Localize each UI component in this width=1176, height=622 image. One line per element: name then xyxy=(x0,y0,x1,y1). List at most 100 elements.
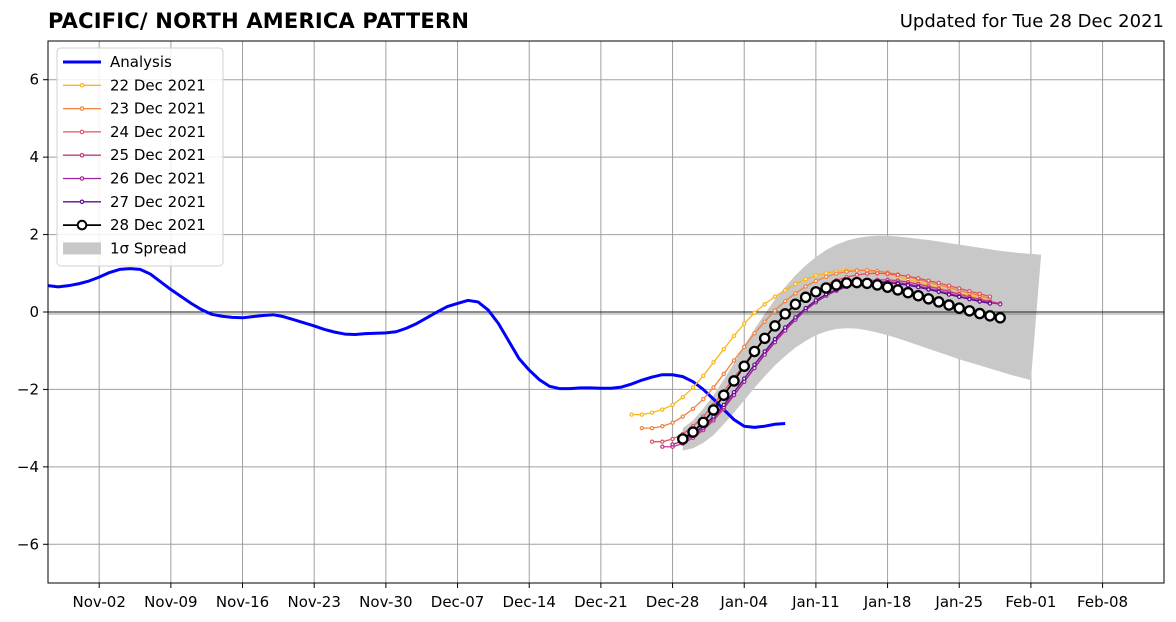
legend-label: 27 Dec 2021 xyxy=(110,193,206,211)
forecast-point xyxy=(649,410,655,415)
legend-handle xyxy=(63,242,101,255)
forecast-point xyxy=(711,385,716,390)
forecast-point xyxy=(782,325,788,330)
forecast-point xyxy=(742,321,747,326)
forecast-point xyxy=(967,288,972,294)
forecast-point xyxy=(912,289,925,302)
y-tick-label: −2 xyxy=(17,380,39,398)
legend-item: 22 Dec 2021 xyxy=(63,76,206,94)
forecast-point xyxy=(742,376,747,381)
forecast-point xyxy=(967,297,972,302)
forecast-point xyxy=(769,320,781,332)
forecast-point xyxy=(803,284,808,289)
x-tick-label: Jan-25 xyxy=(934,593,983,611)
forecast-point xyxy=(851,276,863,289)
legend-label: 1σ Spread xyxy=(110,239,187,257)
legend-label: 25 Dec 2021 xyxy=(110,146,206,164)
forecast-point xyxy=(670,402,675,408)
forecast-point xyxy=(926,278,931,283)
chart-subtitle: Updated for Tue 28 Dec 2021 xyxy=(899,11,1164,32)
legend-item: 25 Dec 2021 xyxy=(63,146,206,164)
x-tick-label: Nov-16 xyxy=(216,593,269,611)
forecast-point xyxy=(957,286,962,291)
forecast-point xyxy=(762,302,767,307)
legend-item: 27 Dec 2021 xyxy=(63,193,206,211)
legend-box xyxy=(56,47,224,267)
forecast-point xyxy=(701,373,706,379)
y-tick-label: −4 xyxy=(17,458,39,476)
legend-marker xyxy=(79,129,85,135)
forecast-point xyxy=(752,310,757,315)
forecast-point xyxy=(997,302,1003,307)
forecast-point xyxy=(905,283,911,288)
forecast-point xyxy=(670,442,675,447)
forecast-point xyxy=(731,333,737,339)
x-tick-label: Dec-21 xyxy=(574,593,628,611)
forecast-point xyxy=(782,298,788,304)
forecast-point xyxy=(660,407,665,412)
forecast-point xyxy=(973,307,986,320)
forecast-point xyxy=(721,402,726,408)
legend-item: Analysis xyxy=(63,53,172,71)
y-tick-label: 0 xyxy=(29,303,39,321)
forecast-point xyxy=(977,291,982,297)
forecast-point xyxy=(984,310,996,322)
forecast-point xyxy=(670,436,675,442)
forecast-point xyxy=(813,298,819,303)
forecast-point xyxy=(738,360,750,372)
forecast-point xyxy=(772,336,778,342)
forecast-point xyxy=(660,439,665,444)
legend-label: 23 Dec 2021 xyxy=(110,100,206,118)
forecast-point xyxy=(752,362,757,367)
x-tick-label: Feb-08 xyxy=(1077,593,1128,611)
forecast-point xyxy=(793,291,798,296)
forecast-point xyxy=(793,315,798,320)
forecast-point xyxy=(916,276,921,281)
forecast-point xyxy=(813,273,819,278)
forecast-point xyxy=(977,299,982,304)
forecast-point xyxy=(946,283,952,288)
forecast-point xyxy=(987,301,993,306)
x-tick-label: Nov-09 xyxy=(144,593,197,611)
y-tick-label: 4 xyxy=(29,148,39,166)
legend-label: 26 Dec 2021 xyxy=(110,170,206,188)
forecast-point xyxy=(871,279,884,291)
x-tick-label: Feb-01 xyxy=(1005,593,1056,611)
legend-marker xyxy=(76,219,88,231)
forecast-point xyxy=(987,294,993,299)
forecast-point xyxy=(803,276,808,282)
legend-marker xyxy=(79,199,85,205)
forecast-point xyxy=(881,281,894,293)
forecast-point xyxy=(649,425,655,431)
legend-item: 1σ Spread xyxy=(63,239,187,257)
forecast-point xyxy=(789,298,802,311)
forecast-point xyxy=(823,271,829,276)
forecast-point xyxy=(953,302,965,314)
legend-label: 22 Dec 2021 xyxy=(110,76,206,94)
x-tick-label: Jan-18 xyxy=(863,593,912,611)
forecast-point xyxy=(731,358,737,363)
forecast-point xyxy=(779,308,791,320)
x-tick-label: Jan-04 xyxy=(719,593,768,611)
forecast-point xyxy=(895,272,900,278)
forecast-point xyxy=(946,292,952,297)
forecast-point xyxy=(892,284,904,296)
forecast-point xyxy=(823,274,829,279)
legend-marker xyxy=(79,83,85,88)
forecast-point xyxy=(936,289,941,295)
y-tick-label: −6 xyxy=(17,535,39,553)
forecast-point xyxy=(697,416,710,429)
forecast-point xyxy=(639,425,645,431)
forecast-point xyxy=(721,371,726,377)
legend-label: 24 Dec 2021 xyxy=(110,123,206,141)
legend-marker xyxy=(79,152,85,158)
forecast-point xyxy=(680,414,685,419)
x-tick-label: Nov-02 xyxy=(73,593,126,611)
forecast-point xyxy=(830,279,843,291)
forecast-point xyxy=(687,426,699,438)
x-tick-label: Dec-14 xyxy=(502,593,556,611)
forecast-point xyxy=(660,424,665,429)
forecast-point xyxy=(926,287,931,292)
forecast-point xyxy=(861,277,873,290)
